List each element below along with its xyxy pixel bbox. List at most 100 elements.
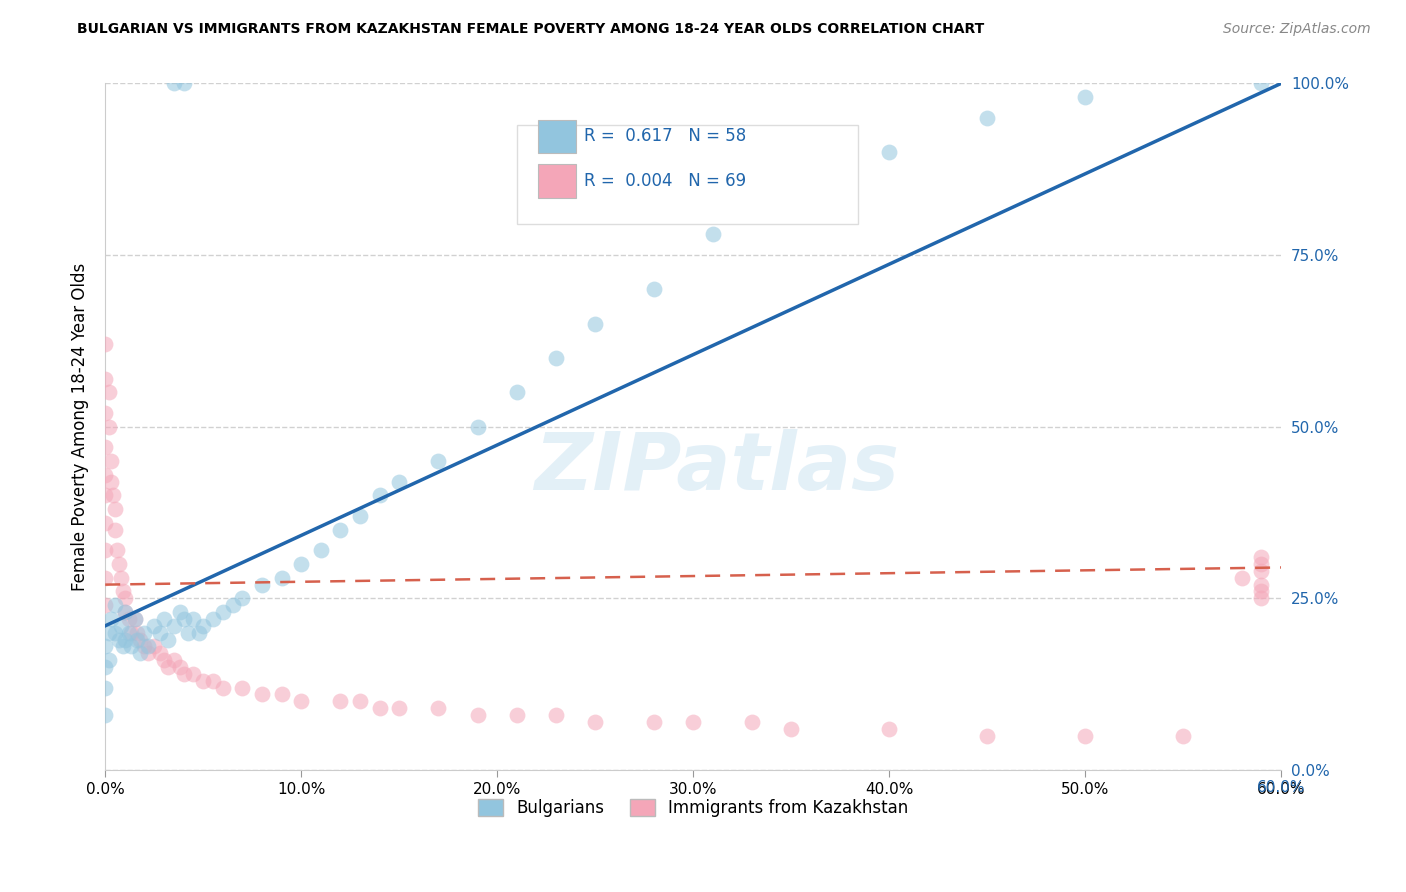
Point	[105, 543, 128, 558]
Text: ZIPatlas: ZIPatlas	[534, 429, 900, 507]
Text: Source: ZipAtlas.com: Source: ZipAtlas.com	[1223, 22, 1371, 37]
Point	[120, 640, 142, 654]
Point	[94, 467, 117, 482]
Point	[1074, 729, 1097, 743]
Point	[193, 619, 215, 633]
Point	[183, 612, 205, 626]
Point	[98, 653, 121, 667]
Point	[98, 385, 121, 400]
Point	[94, 599, 117, 613]
Point	[129, 646, 152, 660]
Point	[329, 523, 352, 537]
Point	[125, 625, 148, 640]
Point	[231, 591, 253, 606]
Point	[156, 632, 179, 647]
Point	[149, 646, 172, 660]
Point	[780, 722, 803, 736]
Point	[94, 406, 117, 420]
Point	[173, 666, 195, 681]
Text: R =  0.617   N = 58: R = 0.617 N = 58	[583, 128, 747, 145]
Point	[100, 612, 122, 626]
Point	[583, 317, 606, 331]
Point	[129, 632, 152, 647]
Point	[169, 660, 191, 674]
Point	[329, 694, 352, 708]
FancyBboxPatch shape	[517, 125, 858, 224]
Point	[114, 591, 136, 606]
Point	[114, 632, 136, 647]
Text: BULGARIAN VS IMMIGRANTS FROM KAZAKHSTAN FEMALE POVERTY AMONG 18-24 YEAR OLDS COR: BULGARIAN VS IMMIGRANTS FROM KAZAKHSTAN …	[77, 22, 984, 37]
Point	[94, 372, 117, 386]
Point	[270, 571, 292, 585]
Point	[211, 605, 233, 619]
Y-axis label: Female Poverty Among 18-24 Year Olds: Female Poverty Among 18-24 Year Olds	[72, 262, 89, 591]
Point	[124, 612, 146, 626]
Point	[100, 454, 122, 468]
Point	[250, 688, 273, 702]
Point	[201, 673, 224, 688]
Point	[467, 708, 489, 723]
Point	[104, 502, 127, 516]
Point	[118, 612, 141, 626]
Point	[149, 625, 172, 640]
Point	[349, 508, 371, 523]
Point	[111, 640, 134, 654]
Point	[153, 653, 176, 667]
Point	[98, 419, 121, 434]
Point	[143, 640, 166, 654]
Point	[163, 619, 186, 633]
Point	[94, 543, 117, 558]
Point	[368, 488, 391, 502]
Point	[1074, 90, 1097, 104]
Point	[94, 488, 117, 502]
Point	[1250, 591, 1272, 606]
Point	[231, 681, 253, 695]
Point	[193, 673, 215, 688]
Point	[100, 475, 122, 489]
Text: R =  0.004   N = 69: R = 0.004 N = 69	[583, 172, 747, 190]
Point	[114, 605, 136, 619]
Point	[201, 612, 224, 626]
Point	[270, 688, 292, 702]
Point	[211, 681, 233, 695]
Point	[94, 708, 117, 723]
Point	[427, 701, 450, 715]
Point	[156, 660, 179, 674]
Point	[290, 557, 312, 571]
Point	[136, 640, 159, 654]
Point	[1250, 584, 1272, 599]
Point	[94, 571, 117, 585]
Point	[124, 612, 146, 626]
Point	[125, 632, 148, 647]
Point	[120, 625, 142, 640]
Point	[143, 619, 166, 633]
Point	[741, 714, 763, 729]
Point	[110, 571, 132, 585]
Point	[976, 729, 998, 743]
Point	[388, 701, 411, 715]
Point	[221, 599, 243, 613]
Point	[108, 557, 131, 571]
Point	[467, 419, 489, 434]
Point	[1250, 550, 1272, 565]
Point	[104, 599, 127, 613]
Point	[877, 722, 900, 736]
Point	[183, 666, 205, 681]
Point	[1250, 564, 1272, 578]
Point	[163, 653, 186, 667]
Point	[506, 385, 529, 400]
Point	[94, 660, 117, 674]
Point	[702, 227, 724, 242]
Point	[583, 714, 606, 729]
Point	[427, 454, 450, 468]
Point	[368, 701, 391, 715]
Point	[1250, 77, 1272, 91]
Point	[1250, 577, 1272, 591]
Point	[111, 584, 134, 599]
Point	[309, 543, 332, 558]
Point	[110, 619, 132, 633]
Point	[94, 440, 117, 454]
Point	[290, 694, 312, 708]
Point	[108, 632, 131, 647]
Point	[349, 694, 371, 708]
